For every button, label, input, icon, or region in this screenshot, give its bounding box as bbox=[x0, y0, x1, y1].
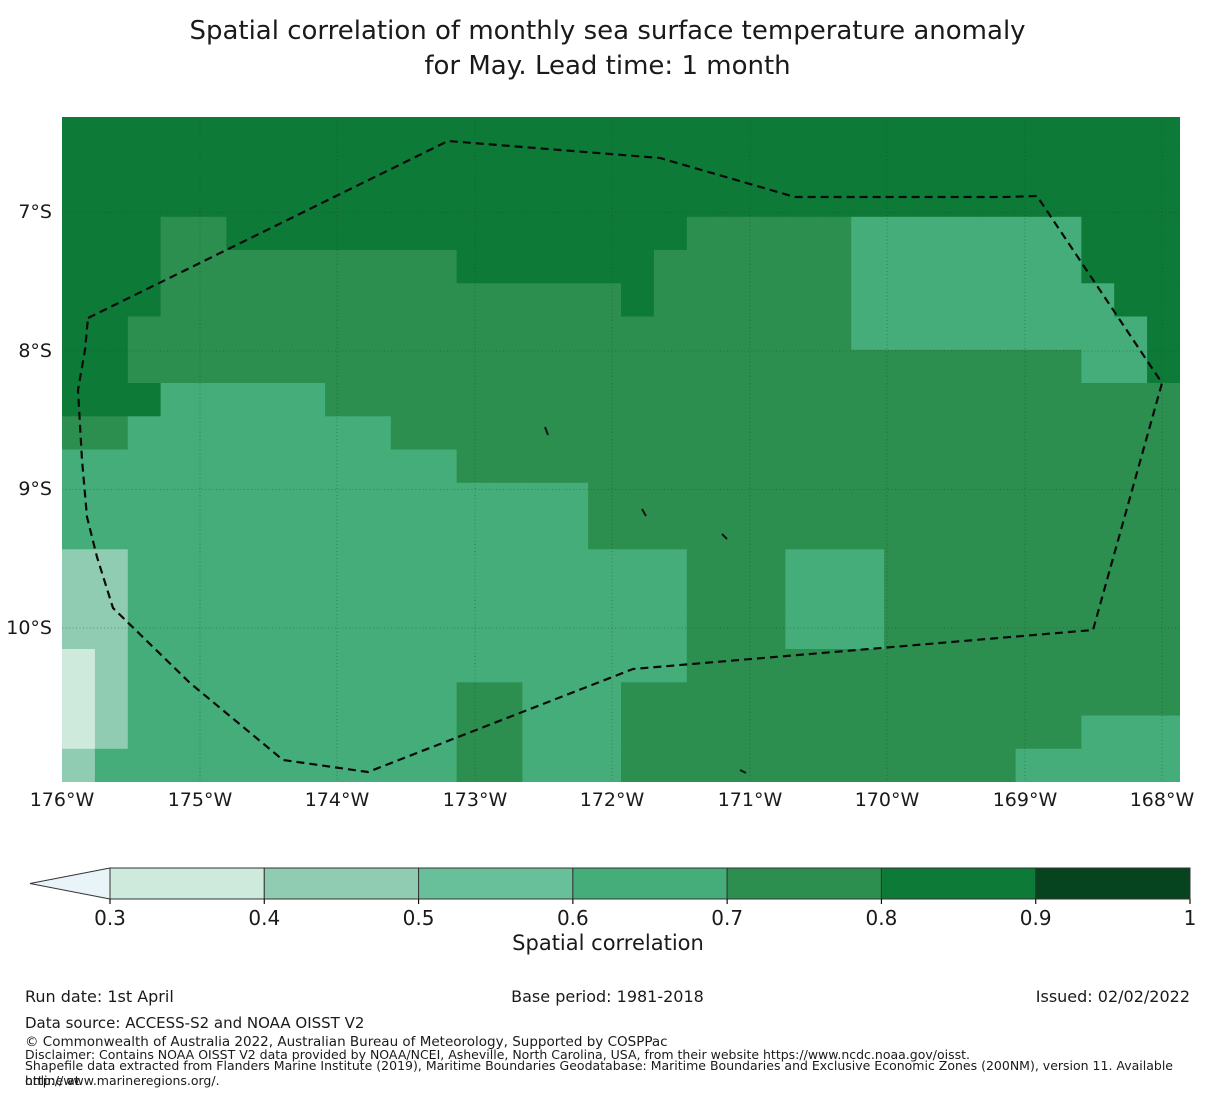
colorbar-tick-label: 0.9 bbox=[1019, 906, 1052, 930]
lon-tick-label: 168°W bbox=[1129, 789, 1195, 811]
lat-tick-label: 7°S bbox=[18, 201, 52, 223]
sst-correlation-heatmap bbox=[62, 117, 1180, 782]
map-gridlines bbox=[62, 117, 1180, 782]
colorbar-tick-label: 0.7 bbox=[711, 906, 744, 930]
colorbar-caption: Spatial correlation bbox=[512, 931, 704, 955]
run-date-text: Run date: 1st April bbox=[25, 987, 174, 1006]
lon-tick-label: 175°W bbox=[167, 789, 233, 811]
lon-tick-label: 169°W bbox=[992, 789, 1058, 811]
shapefile-url-text: http://www.marineregions.org/. bbox=[25, 1073, 220, 1088]
issued-date-text: Issued: 02/02/2022 bbox=[1035, 987, 1190, 1006]
eez-boundary-dashed-line bbox=[76, 139, 1164, 774]
chart-title: Spatial correlation of monthly sea surfa… bbox=[0, 14, 1215, 84]
island-marks bbox=[544, 426, 747, 774]
lon-tick-label: 174°W bbox=[304, 789, 370, 811]
colorbar-tick-label: 1 bbox=[1183, 906, 1197, 930]
colorbar-tick-label: 0.4 bbox=[248, 906, 281, 930]
chart-title-line2: for May. Lead time: 1 month bbox=[424, 51, 791, 81]
colorbar-tick-label: 0.3 bbox=[94, 906, 126, 930]
map-plot-area bbox=[62, 117, 1180, 782]
colorbar-tick-label: 0.8 bbox=[865, 906, 898, 930]
colorbar-tick-label: 0.6 bbox=[556, 906, 589, 930]
lat-tick-label: 10°S bbox=[6, 617, 52, 639]
copyright-text: © Commonwealth of Australia 2022, Austra… bbox=[25, 1034, 668, 1050]
lon-tick-label: 176°W bbox=[29, 789, 95, 811]
colorbar-tick-label: 0.5 bbox=[402, 906, 435, 930]
disclaimer-text: Disclaimer: Contains NOAA OISST V2 data … bbox=[25, 1047, 970, 1062]
lon-tick-label: 170°W bbox=[854, 789, 920, 811]
lat-tick-label: 8°S bbox=[18, 340, 52, 362]
lon-tick-label: 173°W bbox=[442, 789, 508, 811]
lon-tick-label: 172°W bbox=[579, 789, 645, 811]
lat-tick-label: 9°S bbox=[18, 478, 52, 500]
chart-title-line1: Spatial correlation of monthly sea surfa… bbox=[189, 16, 1026, 46]
data-source-text: Data source: ACCESS-S2 and NOAA OISST V2 bbox=[25, 1014, 365, 1032]
lon-tick-label: 171°W bbox=[717, 789, 783, 811]
heatmap-cells bbox=[62, 117, 1180, 782]
base-period-text: Base period: 1981-2018 bbox=[511, 987, 704, 1006]
shapefile-note-text: Shapefile data extracted from Flanders M… bbox=[25, 1058, 1173, 1088]
